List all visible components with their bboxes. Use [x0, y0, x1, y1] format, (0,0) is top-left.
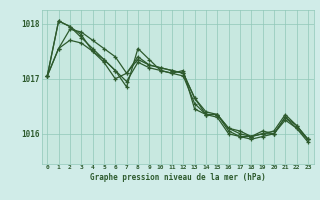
X-axis label: Graphe pression niveau de la mer (hPa): Graphe pression niveau de la mer (hPa): [90, 173, 266, 182]
